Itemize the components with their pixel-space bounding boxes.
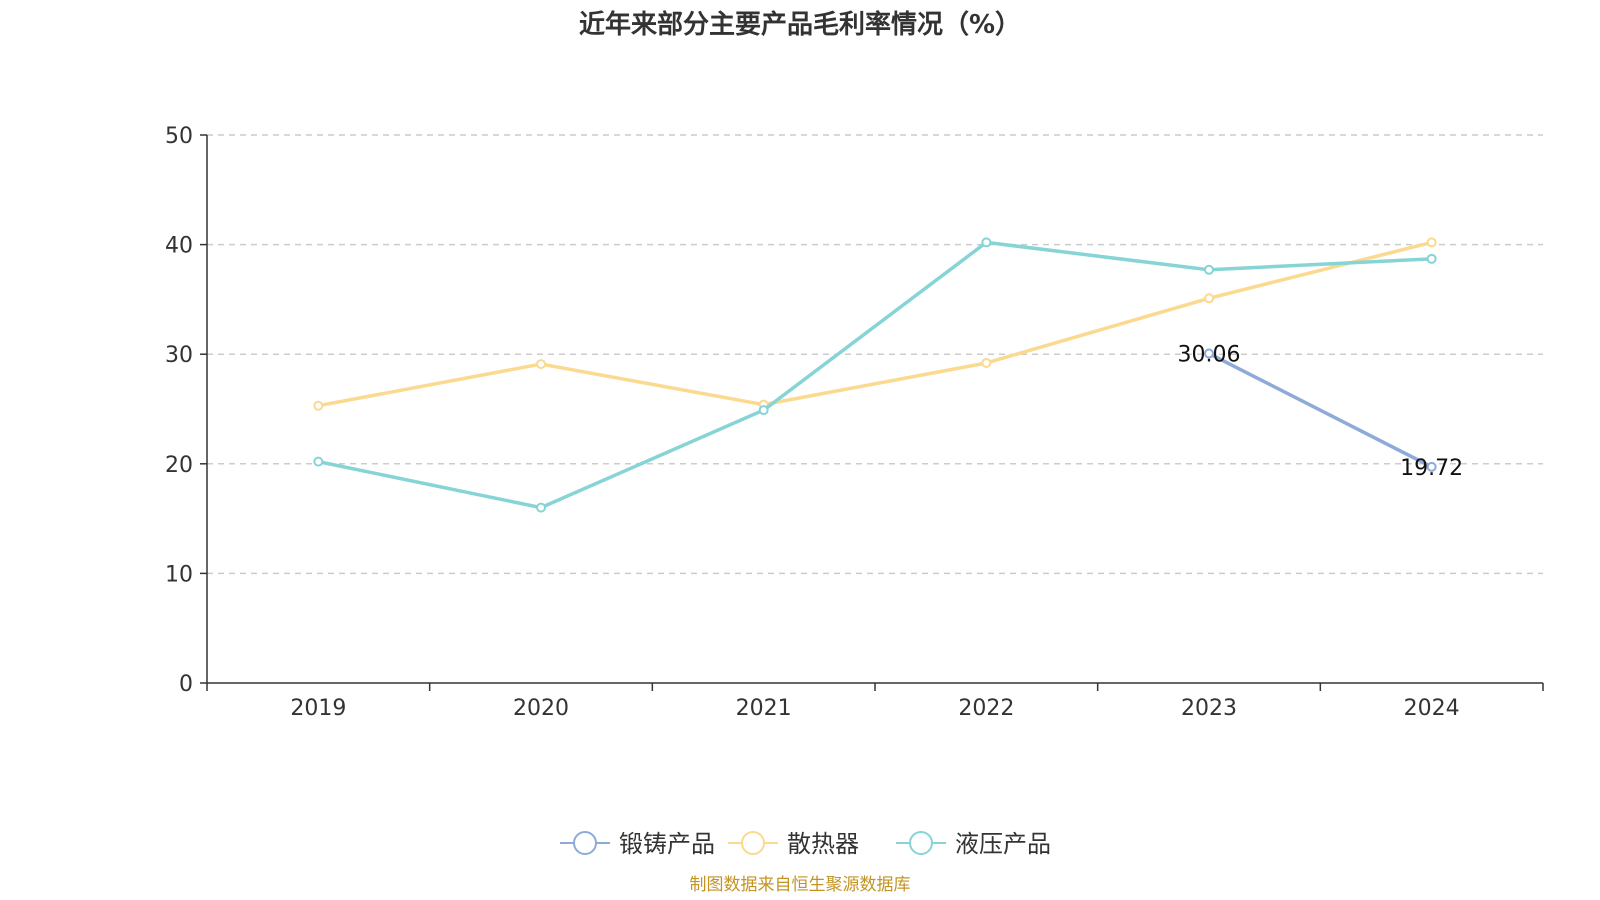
- data-point[interactable]: [981, 237, 992, 248]
- data-point[interactable]: [1426, 237, 1437, 248]
- legend: 锻铸产品 散热器 液压产品: [560, 830, 1051, 858]
- y-tick-label: 40: [165, 234, 193, 259]
- data-label: 19.72: [1400, 456, 1463, 481]
- data-point[interactable]: [1204, 293, 1214, 304]
- x-tick-label: 2024: [1404, 696, 1460, 721]
- series-1: [1204, 348, 1437, 472]
- legend-marker: [573, 831, 597, 855]
- legend-label: 液压产品: [955, 830, 1051, 858]
- data-point[interactable]: [1426, 461, 1437, 472]
- data-point[interactable]: [1204, 264, 1214, 275]
- series-line: [316, 240, 1434, 510]
- data-label: 30.06: [1178, 343, 1241, 368]
- series-layer: [313, 237, 1437, 513]
- x-tick-label: 2022: [958, 696, 1014, 721]
- x-tick-label: 2023: [1181, 696, 1237, 721]
- data-point[interactable]: [313, 456, 324, 467]
- data-point[interactable]: [1426, 253, 1437, 264]
- legend-item[interactable]: 锻铸产品: [560, 830, 715, 858]
- legend-marker: [909, 831, 933, 855]
- x-tick-label: 2020: [513, 696, 569, 721]
- series-3: [313, 237, 1437, 513]
- data-point[interactable]: [1204, 348, 1214, 359]
- data-point[interactable]: [981, 357, 992, 368]
- x-tick-label: 2019: [290, 696, 346, 721]
- legend-marker: [741, 831, 765, 855]
- source-note: 制图数据来自恒生聚源数据库: [690, 875, 911, 895]
- y-tick-label: 30: [165, 343, 193, 368]
- series-2: [313, 237, 1437, 411]
- legend-item[interactable]: 液压产品: [896, 830, 1051, 858]
- legend-item[interactable]: 散热器: [728, 830, 859, 858]
- series-line: [1207, 351, 1434, 469]
- x-tick-label: 2021: [736, 696, 792, 721]
- y-tick-label: 10: [165, 562, 193, 587]
- data-point[interactable]: [536, 359, 546, 370]
- y-tick-label: 0: [179, 672, 193, 697]
- axes: 0 10 20 30 40 50 2019 2020 2021 2022 2023 2024: [165, 124, 1544, 721]
- data-labels: 30.06 19.72: [1178, 343, 1464, 481]
- data-point[interactable]: [758, 405, 769, 416]
- data-point[interactable]: [313, 400, 324, 411]
- chart-title: 近年来部分主要产品毛利率情况（%）: [579, 9, 1021, 40]
- y-tick-label: 20: [165, 453, 193, 478]
- data-point[interactable]: [536, 502, 546, 513]
- legend-label: 锻铸产品: [619, 830, 715, 858]
- legend-label: 散热器: [787, 830, 859, 858]
- series-line: [316, 240, 1434, 408]
- y-tick-label: 50: [165, 124, 193, 149]
- grid-lines: [207, 134, 1543, 575]
